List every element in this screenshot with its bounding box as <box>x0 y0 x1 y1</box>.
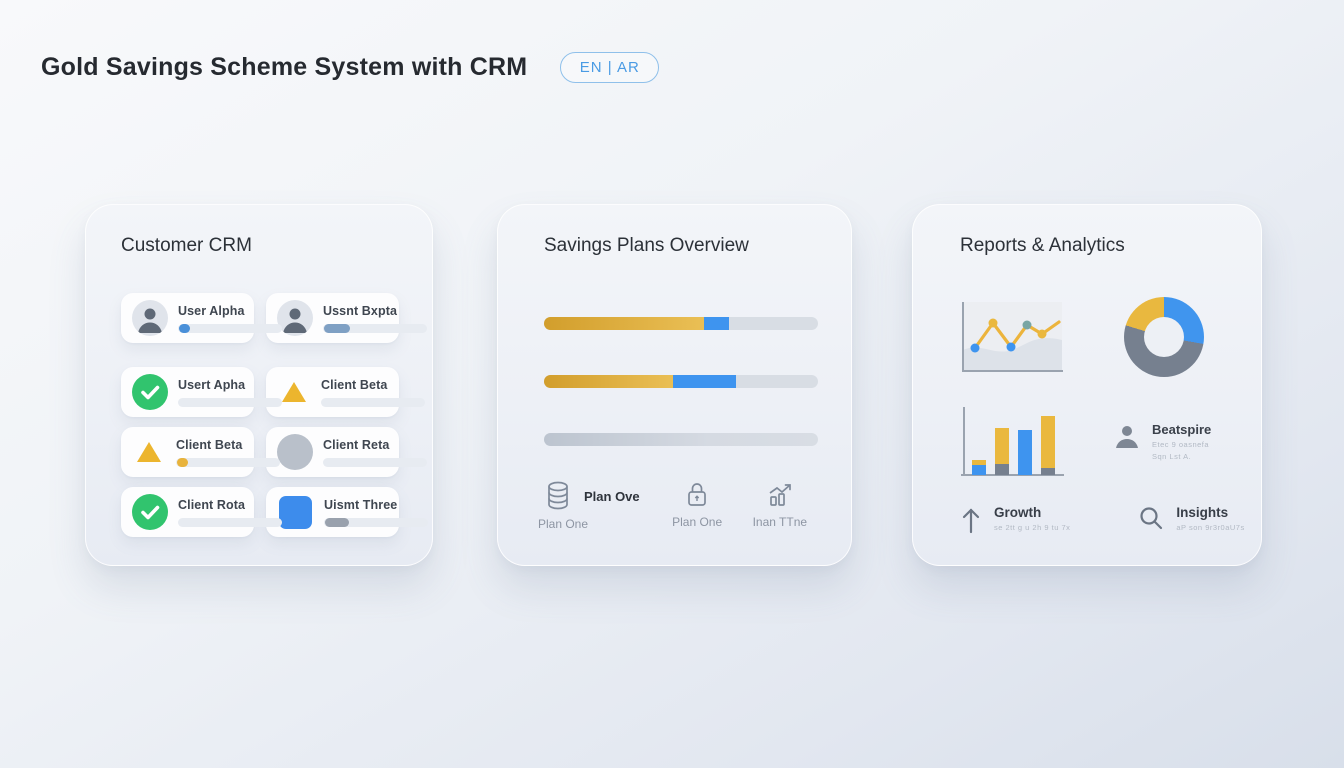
crm-tile-client-beta-1[interactable]: Client Beta <box>266 367 425 417</box>
tile-progress <box>178 517 282 527</box>
insights-subtext: aP son 9r3r0aU7s <box>1176 523 1245 532</box>
crm-tile-usert-apha[interactable]: Usert Apha <box>121 367 282 417</box>
reports-footer: Growth se 2tt g u 2h 9 tu 7x Insights aP… <box>960 505 1244 535</box>
gray-circle-icon <box>277 434 313 470</box>
insights-stat[interactable]: Insights aP son 9r3r0aU7s <box>1138 505 1244 535</box>
reports-card-title: Reports & Analytics <box>960 235 1125 256</box>
tile-progress <box>178 323 282 333</box>
avatar-icon <box>277 300 313 336</box>
page-title: Gold Savings Scheme System with CRM <box>41 53 528 81</box>
tile-progress <box>324 517 428 527</box>
feature-plan-one[interactable]: Plan Ove Plan One <box>538 480 640 531</box>
tile-name: Usert Apha <box>178 377 246 392</box>
mini-line-chart <box>960 300 1078 374</box>
plan-progress-bar-2 <box>544 375 818 388</box>
progress-gold-segment <box>544 375 673 388</box>
mini-bar-chart <box>960 403 1078 479</box>
person-icon <box>1112 422 1142 452</box>
crm-tile-ussnt-bxpta[interactable]: Ussnt Bxpta <box>266 293 427 343</box>
tile-name: Ussnt Bxpta <box>323 303 398 318</box>
warning-triangle-icon <box>132 442 166 462</box>
progress-gold-segment <box>544 317 705 330</box>
progress-blue-segment <box>672 375 736 388</box>
avatar-icon <box>132 300 168 336</box>
coins-icon <box>544 480 572 512</box>
feature-plan-locked[interactable]: Plan One <box>664 480 731 529</box>
growth-stat[interactable]: Growth se 2tt g u 2h 9 tu 7x <box>960 505 1070 535</box>
crm-tile-client-rota[interactable]: Client Rota <box>121 487 282 537</box>
customer-crm-card: Customer CRM User Alpha Ussnt Bxpta <box>85 204 433 566</box>
savings-plans-card: Savings Plans Overview Plan Ove Pla <box>497 204 852 566</box>
feature-plan-trend[interactable]: Inan TTne <box>749 480 811 529</box>
tile-progress <box>178 397 282 407</box>
tile-name: Uismt Three <box>324 497 398 512</box>
tile-name: Client Beta <box>321 377 388 392</box>
crm-tile-user-alpha[interactable]: User Alpha <box>121 293 282 343</box>
tile-name: Client Reta <box>323 437 390 452</box>
feature-caption: Inan TTne <box>752 515 808 529</box>
crm-tile-grid-row1: User Alpha Ussnt Bxpta <box>121 293 427 343</box>
crm-tile-uismt-three[interactable]: Uismt Three <box>266 487 428 537</box>
growth-label: Growth <box>994 505 1042 520</box>
plan-features-row: Plan Ove Plan One Plan One <box>538 480 811 531</box>
crm-tile-client-reta[interactable]: Client Reta <box>266 427 427 477</box>
profile-subtext-2: Sqn Lst A. <box>1152 451 1192 461</box>
tile-name: Client Rota <box>178 497 246 512</box>
language-toggle[interactable]: EN | AR <box>560 52 660 83</box>
warning-triangle-icon <box>277 382 311 402</box>
tile-name: User Alpha <box>178 303 245 318</box>
plan-progress-bar-1 <box>544 317 818 330</box>
check-circle-icon <box>132 374 168 410</box>
search-icon <box>1138 505 1164 533</box>
plan-progress-bar-3 <box>544 433 818 446</box>
tile-progress <box>176 457 280 467</box>
check-circle-icon <box>132 494 168 530</box>
reports-grid: Beatspire Etec 9 oasnefa Sqn Lst A. <box>960 297 1223 479</box>
feature-caption: Plan One <box>672 515 723 529</box>
tile-progress <box>323 323 427 333</box>
crm-tile-grid: Usert Apha Client Beta Client Beta Clien… <box>121 367 428 537</box>
profile-label: Beatspire <box>1152 421 1212 437</box>
blue-square-icon <box>277 495 314 529</box>
insights-label: Insights <box>1176 505 1229 520</box>
plans-card-title: Savings Plans Overview <box>544 235 749 256</box>
growth-subtext: se 2tt g u 2h 9 tu 7x <box>994 523 1071 532</box>
progress-blue-segment <box>704 317 729 330</box>
trend-icon <box>765 480 795 510</box>
tile-name: Client Beta <box>176 437 243 452</box>
lock-icon <box>684 480 710 510</box>
tile-progress <box>323 457 427 467</box>
feature-caption: Plan One <box>538 517 589 531</box>
feature-label: Plan Ove <box>584 488 640 504</box>
tile-progress <box>321 397 425 407</box>
arrow-up-icon <box>960 505 982 535</box>
profile-subtext-1: Etec 9 oasnefa <box>1152 439 1210 449</box>
mini-donut-chart <box>1104 297 1223 377</box>
profile-stat[interactable]: Beatspire Etec 9 oasnefa Sqn Lst A. <box>1112 422 1223 461</box>
reports-analytics-card: Reports & Analytics <box>912 204 1262 566</box>
page-header: Gold Savings Scheme System with CRM EN |… <box>41 52 660 83</box>
crm-tile-client-beta-2[interactable]: Client Beta <box>121 427 280 477</box>
crm-card-title: Customer CRM <box>121 235 252 256</box>
